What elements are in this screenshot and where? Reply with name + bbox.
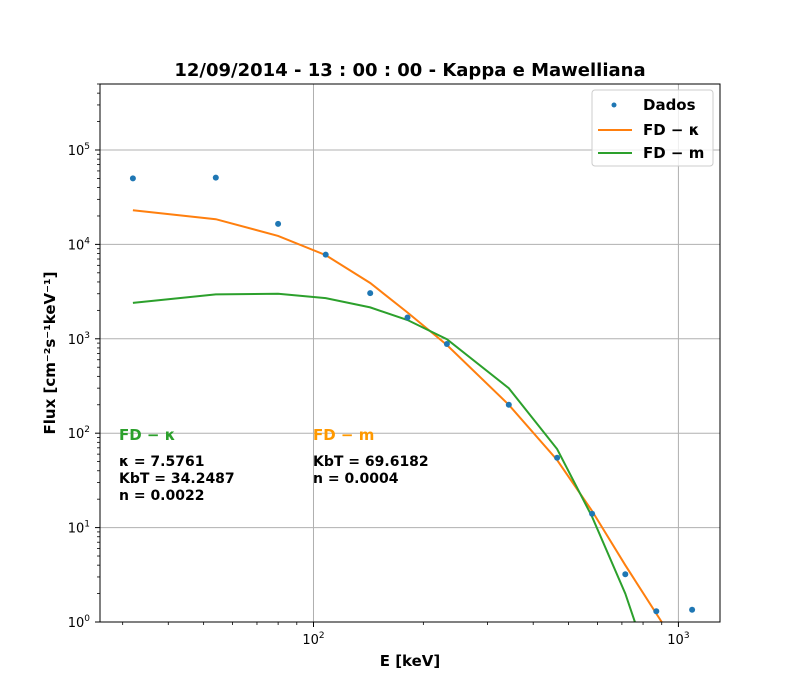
chart-title: 12/09/2014 - 13 : 00 : 00 - Kappa e Mawe…: [174, 60, 645, 81]
y-axis-label: Flux [cm⁻²s⁻¹keV⁻¹]: [41, 272, 59, 435]
x-tick-label: 102: [302, 631, 324, 648]
legend-marker-dados: [611, 102, 617, 108]
data-point-dados: [404, 314, 411, 321]
legend: Dados FD − κ FD − m: [591, 89, 714, 167]
data-point-dados: [129, 175, 136, 182]
annotation-maxwell-line: n = 0.0004: [313, 471, 399, 487]
data-point-dados: [505, 401, 512, 408]
y-tick-label: 100: [68, 614, 91, 631]
annotation-maxwell: FD − m KbT = 69.6182 n = 0.0004: [313, 426, 429, 487]
annotation-kappa-line: n = 0.0022: [119, 488, 204, 504]
annotation-kappa-line: KbT = 34.2487: [119, 471, 235, 487]
legend-label-dados: Dados: [643, 96, 696, 114]
y-tick-label: 102: [68, 425, 90, 442]
series-line-maxwell: [132, 292, 636, 622]
data-point-dados: [443, 341, 450, 347]
x-tick-label: 103: [667, 631, 689, 648]
data-point-dados: [653, 608, 660, 615]
data-point-dados: [322, 251, 329, 258]
legend-label-maxwell: FD − m: [643, 144, 704, 162]
plot-series: [129, 174, 696, 622]
annotation-maxwell-header: FD − m: [313, 426, 374, 444]
annotation-kappa-header: FD − κ: [119, 426, 175, 444]
data-point-dados: [367, 290, 374, 297]
data-point-dados: [212, 174, 219, 181]
y-tick-label: 104: [68, 236, 91, 253]
y-tick-label: 101: [68, 520, 90, 537]
data-point-dados: [622, 571, 629, 578]
annotation-kappa: FD − κ κ = 7.5761 KbT = 34.2487 n = 0.00…: [119, 426, 235, 504]
series-group: [129, 174, 696, 622]
data-point-dados: [589, 510, 596, 517]
annotation-maxwell-line: KbT = 69.6182: [313, 454, 429, 470]
data-point-dados: [689, 606, 696, 613]
y-tick-label: 103: [68, 331, 90, 348]
axis-ticks: 102 103 100 101 102 103 104 105: [68, 83, 690, 648]
legend-frame: [591, 89, 714, 167]
data-point-dados: [554, 454, 561, 461]
plot-frame: [99, 83, 721, 623]
legend-label-kappa: FD − κ: [643, 121, 699, 139]
data-point-dados: [275, 220, 282, 227]
annotation-kappa-line: κ = 7.5761: [119, 454, 204, 470]
y-tick-label: 105: [68, 142, 90, 159]
x-axis-label: E [keV]: [380, 652, 441, 670]
